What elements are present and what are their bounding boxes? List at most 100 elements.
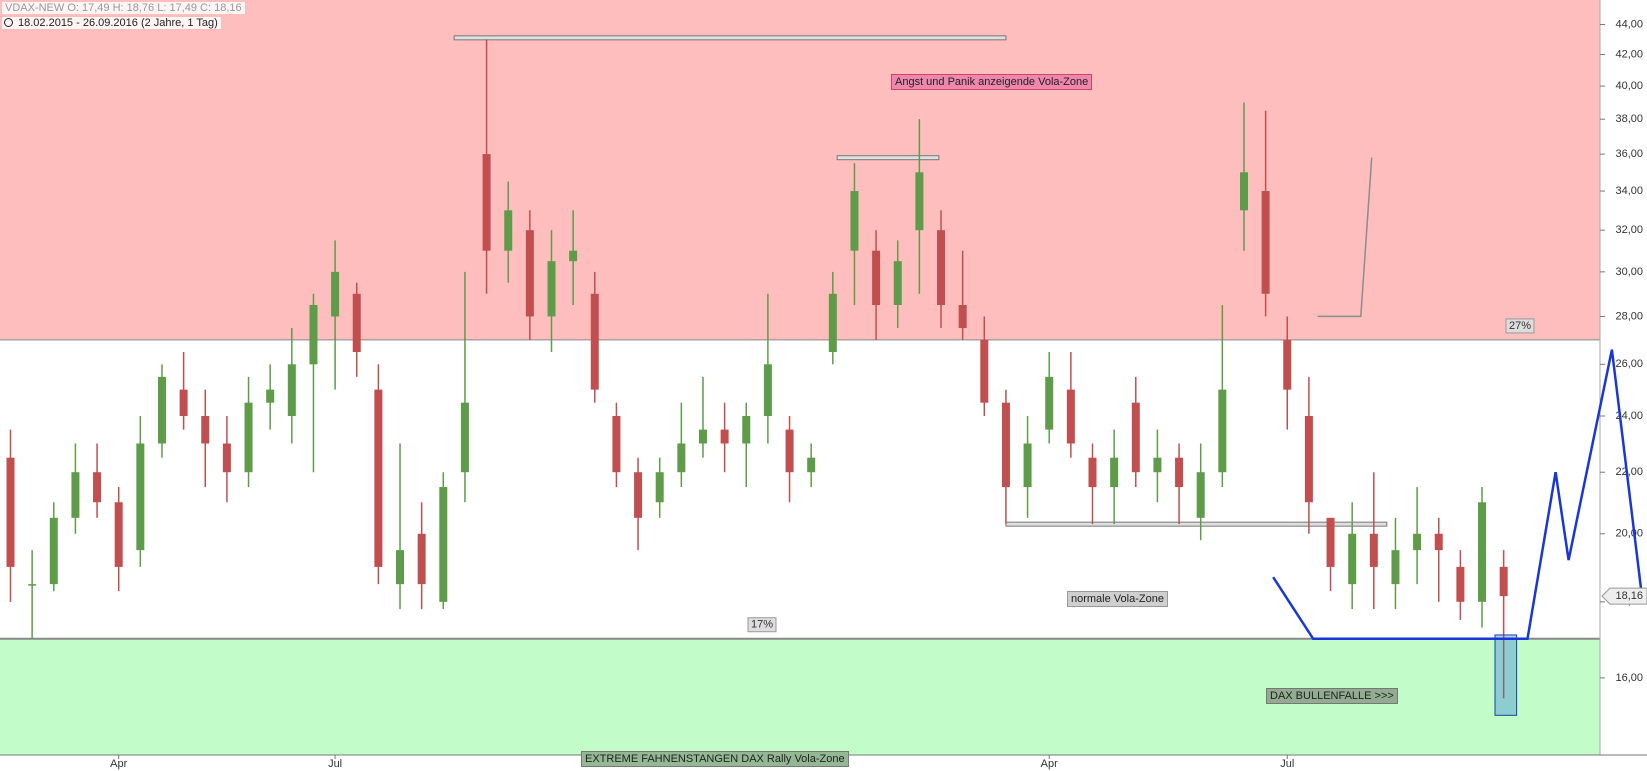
- trend-line: [1272, 349, 1644, 641]
- y-tick-label: 38,00: [1615, 113, 1643, 125]
- candle-body: [1131, 402, 1140, 473]
- candle-body: [872, 250, 881, 306]
- candle-body: [331, 271, 340, 317]
- candle-body: [244, 402, 253, 473]
- candle-body: [6, 457, 15, 567]
- candle-body: [439, 487, 448, 602]
- y-tick-label: 26,00: [1615, 358, 1643, 370]
- annotation: Angst und Panik anzeigende Vola-Zone: [891, 74, 1093, 90]
- chart-subtitle: 18.02.2015 - 26.09.2016 (2 Jahre, 1 Tag): [2, 17, 221, 29]
- candle-body: [352, 293, 361, 353]
- candle-body: [93, 472, 102, 503]
- candle-body: [28, 584, 37, 586]
- candle-body: [1369, 533, 1378, 567]
- y-tick-label: 22,00: [1615, 466, 1643, 478]
- candle-body: [980, 339, 989, 403]
- candle-body: [1218, 389, 1227, 473]
- candle-body: [1110, 457, 1119, 488]
- zone-label-box: [1505, 318, 1535, 334]
- x-tick-label: Apr: [110, 758, 127, 770]
- level-line: [453, 35, 1007, 41]
- y-tick-label: 16,00: [1615, 672, 1643, 684]
- y-tick-label: 32,00: [1615, 224, 1643, 236]
- candle-body: [612, 416, 621, 473]
- candle-body: [396, 550, 405, 585]
- candle-body: [785, 429, 794, 473]
- candle-body: [1348, 533, 1357, 585]
- candle-body: [1391, 550, 1400, 585]
- candle-body: [1196, 472, 1205, 518]
- candle-body: [893, 261, 902, 306]
- candle-body: [1413, 533, 1422, 551]
- trend-line: [1317, 157, 1373, 318]
- candle-body: [1001, 402, 1010, 488]
- x-tick-label: Apr: [1041, 758, 1058, 770]
- candle-body: [1175, 457, 1184, 488]
- zone-label-box: [747, 617, 777, 633]
- y-tick-label: 44,00: [1615, 18, 1643, 30]
- candle-body: [807, 457, 816, 473]
- candle-body: [1045, 376, 1054, 430]
- candle-body: [374, 389, 383, 567]
- candle-body: [1326, 517, 1335, 567]
- candle-body: [222, 443, 231, 473]
- candle-body: [157, 376, 166, 444]
- candle-body: [937, 230, 946, 306]
- candle-body: [417, 533, 426, 585]
- candle-body: [114, 502, 123, 567]
- candle-body: [655, 472, 664, 503]
- candle-body: [1239, 172, 1248, 211]
- candle-body: [547, 261, 556, 317]
- candle-body: [915, 172, 924, 231]
- candle-body: [266, 389, 275, 403]
- candle-body: [763, 364, 772, 417]
- candle-body: [179, 389, 188, 417]
- price-tag: [1601, 587, 1647, 605]
- candle-body: [1066, 389, 1075, 444]
- level-line: [836, 155, 940, 161]
- candle-body: [525, 230, 534, 317]
- candle-body: [677, 443, 686, 473]
- candle-body: [958, 305, 967, 329]
- candle-body: [49, 517, 58, 585]
- candle-body: [1261, 191, 1270, 294]
- zone-label: 17%: [751, 619, 773, 631]
- candle-body: [460, 402, 469, 473]
- candle-body: [828, 293, 837, 353]
- candle-body: [71, 472, 80, 518]
- date-range: 18.02.2015 - 26.09.2016 (2 Jahre, 1 Tag): [18, 17, 218, 29]
- candle-body: [482, 154, 491, 251]
- candle-body: [742, 416, 751, 444]
- y-tick-label: 20,00: [1615, 528, 1643, 540]
- candle-body: [136, 443, 145, 551]
- candle-body: [1304, 416, 1313, 503]
- price-tag-label: 18,16: [1615, 590, 1643, 602]
- zone: [0, 339, 1600, 639]
- candle-body: [1023, 443, 1032, 488]
- candle-body: [504, 210, 513, 251]
- y-tick-label: 36,00: [1615, 148, 1643, 160]
- y-tick-label: 24,00: [1615, 410, 1643, 422]
- clock-icon: [4, 18, 13, 27]
- x-tick-label: Jul: [328, 758, 342, 770]
- highlight-box: [1494, 634, 1518, 716]
- candle-body: [634, 472, 643, 518]
- y-tick-label: 42,00: [1615, 48, 1643, 60]
- zone-label: 27%: [1509, 320, 1531, 332]
- candle-body: [590, 293, 599, 390]
- annotation: DAX BULLENFALLE >>>: [1266, 688, 1398, 704]
- candle-body: [1283, 339, 1292, 390]
- x-tick-label: Jul: [1280, 758, 1294, 770]
- candle-body: [287, 364, 296, 417]
- candle-body: [1478, 502, 1487, 602]
- candle-body: [1153, 457, 1162, 473]
- y-tick-label: 30,00: [1615, 266, 1643, 278]
- annotation: EXTREME FAHNENSTANGEN DAX Rally Vola-Zon…: [581, 751, 849, 767]
- y-tick-label: 40,00: [1615, 80, 1643, 92]
- y-tick-label: 28,00: [1615, 310, 1643, 322]
- chart-title: VDAX-NEW O: 17,49 H: 18,76 L: 17,49 C: 1…: [2, 2, 245, 14]
- annotation: normale Vola-Zone: [1067, 591, 1168, 607]
- candle-body: [850, 191, 859, 251]
